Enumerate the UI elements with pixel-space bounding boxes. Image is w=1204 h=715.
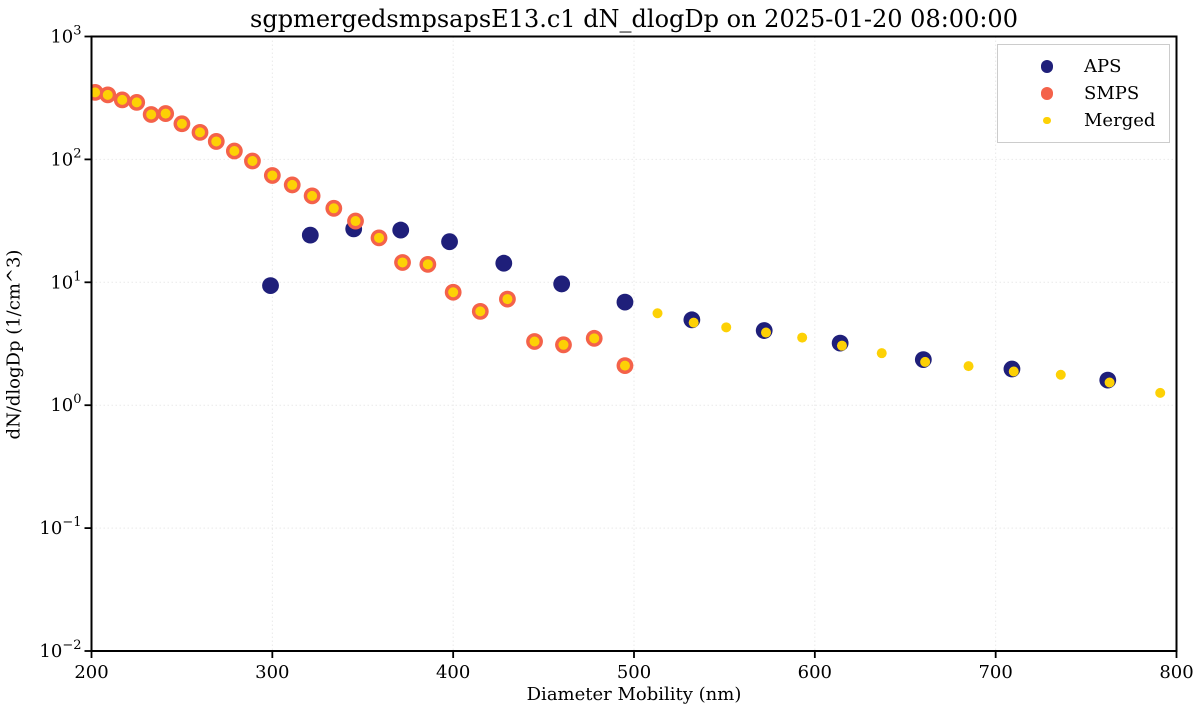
tick-labels: 200 300 400 500 600 700 800 103 102 101 100 10−1 10−… bbox=[39, 24, 1193, 684]
x-tick-label: 800 bbox=[1159, 662, 1193, 683]
data-point-merged bbox=[502, 294, 513, 305]
data-point-merged bbox=[287, 179, 298, 190]
data-point-merged bbox=[1008, 366, 1019, 377]
data-point-merged bbox=[963, 361, 974, 372]
series-aps bbox=[262, 220, 1117, 389]
merged-marker-icon bbox=[1043, 116, 1051, 125]
data-point-aps bbox=[262, 277, 279, 295]
data-point-merged bbox=[91, 87, 101, 98]
data-point-merged bbox=[328, 203, 339, 214]
smps-marker-icon bbox=[1040, 87, 1054, 100]
data-point-merged bbox=[211, 136, 222, 147]
data-point-merged bbox=[619, 360, 630, 371]
data-point-merged bbox=[176, 118, 187, 129]
y-tick-label: 10−1 bbox=[39, 515, 81, 539]
data-point-merged bbox=[195, 127, 205, 138]
data-point-aps bbox=[553, 275, 571, 293]
data-point-merged bbox=[397, 257, 408, 268]
data-point-merged bbox=[102, 89, 113, 100]
x-tick-label: 700 bbox=[978, 662, 1012, 683]
y-tick-label: 103 bbox=[50, 24, 81, 48]
data-point-merged bbox=[267, 170, 278, 181]
data-point-merged bbox=[350, 216, 361, 227]
data-point-merged bbox=[836, 340, 847, 351]
legend-label: Merged bbox=[1084, 110, 1156, 131]
data-point-merged bbox=[558, 339, 569, 350]
data-point-aps bbox=[616, 293, 634, 311]
legend: APS SMPS Merged bbox=[997, 44, 1170, 143]
series-merged bbox=[91, 87, 1166, 398]
data-point-merged bbox=[374, 232, 385, 243]
data-point-merged bbox=[307, 190, 318, 201]
data-point-merged bbox=[131, 97, 142, 108]
plot-border bbox=[90, 35, 1178, 652]
legend-swatch-cell bbox=[1024, 60, 1070, 73]
x-tick-label: 400 bbox=[436, 662, 470, 683]
y-axis-label: dN/dlogDp (1/cm^3) bbox=[3, 249, 25, 440]
aps-marker-icon bbox=[1040, 60, 1054, 73]
y-tick-label: 101 bbox=[50, 269, 81, 293]
data-point-aps bbox=[495, 254, 513, 272]
data-point-merged bbox=[247, 156, 258, 167]
data-point-merged bbox=[229, 146, 240, 157]
legend-item-aps: APS bbox=[998, 53, 1169, 80]
data-point-merged bbox=[160, 108, 171, 119]
data-point-aps bbox=[301, 226, 319, 244]
legend-swatch-cell bbox=[1024, 116, 1070, 125]
chart-title: sgpmergedsmpsapsE13.c1 dN_dlogDp on 2025… bbox=[250, 5, 1018, 33]
y-tick-label: 100 bbox=[50, 392, 81, 416]
legend-label: APS bbox=[1084, 56, 1122, 77]
data-point-merged bbox=[876, 348, 887, 359]
x-tick-label: 600 bbox=[798, 662, 832, 683]
legend-item-merged: Merged bbox=[998, 107, 1169, 134]
data-point-merged bbox=[652, 308, 663, 319]
data-point-merged bbox=[920, 356, 931, 367]
data-point-merged bbox=[529, 336, 540, 347]
data-point-merged bbox=[422, 259, 433, 270]
data-point-merged bbox=[1055, 369, 1066, 380]
data-point-merged bbox=[117, 94, 128, 105]
x-tick-label: 200 bbox=[74, 662, 108, 683]
legend-item-smps: SMPS bbox=[998, 80, 1169, 107]
data-point-merged bbox=[1155, 387, 1166, 398]
x-tick-label: 500 bbox=[617, 662, 651, 683]
y-tick-label: 10−2 bbox=[39, 638, 81, 662]
data-point-aps bbox=[441, 233, 458, 251]
legend-label: SMPS bbox=[1084, 83, 1140, 104]
legend-swatch-cell bbox=[1024, 87, 1070, 100]
data-point-merged bbox=[589, 333, 600, 344]
x-tick-label: 300 bbox=[255, 662, 289, 683]
data-point-merged bbox=[146, 109, 157, 120]
data-point-merged bbox=[688, 317, 699, 328]
data-point-merged bbox=[448, 287, 459, 298]
data-point-merged bbox=[1104, 377, 1115, 388]
data-point-merged bbox=[761, 327, 772, 338]
data-point-merged bbox=[721, 322, 732, 333]
data-point-merged bbox=[797, 332, 808, 343]
x-axis-label: Diameter Mobility (nm) bbox=[526, 684, 742, 705]
data-point-merged bbox=[475, 306, 486, 317]
y-tick-label: 102 bbox=[50, 146, 81, 170]
tick-marks bbox=[84, 35, 1178, 658]
data-point-aps bbox=[392, 221, 410, 239]
